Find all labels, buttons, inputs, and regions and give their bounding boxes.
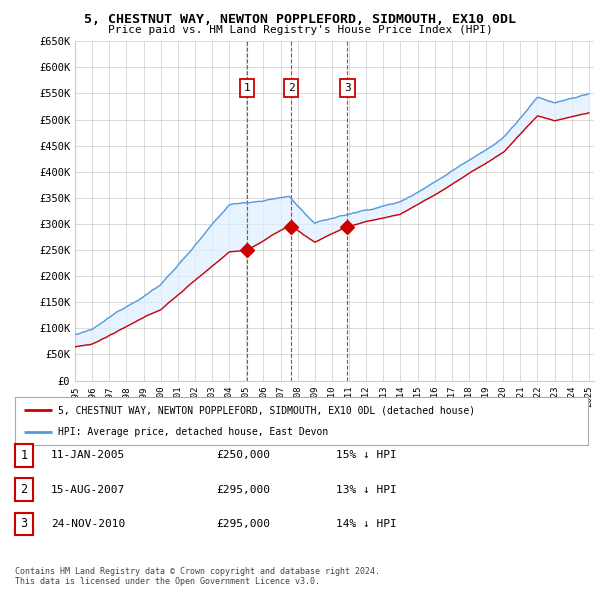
Text: 15-AUG-2007: 15-AUG-2007 [51,485,125,494]
Text: 3: 3 [20,517,28,530]
Text: 13% ↓ HPI: 13% ↓ HPI [336,485,397,494]
Text: 5, CHESTNUT WAY, NEWTON POPPLEFORD, SIDMOUTH, EX10 0DL (detached house): 5, CHESTNUT WAY, NEWTON POPPLEFORD, SIDM… [58,405,475,415]
Text: HPI: Average price, detached house, East Devon: HPI: Average price, detached house, East… [58,427,328,437]
Text: 11-JAN-2005: 11-JAN-2005 [51,451,125,460]
Text: Price paid vs. HM Land Registry's House Price Index (HPI): Price paid vs. HM Land Registry's House … [107,25,493,35]
Text: 1: 1 [244,83,250,93]
Text: 1: 1 [20,449,28,462]
Text: £295,000: £295,000 [216,485,270,494]
Text: 3: 3 [344,83,351,93]
Text: 2: 2 [20,483,28,496]
Text: 15% ↓ HPI: 15% ↓ HPI [336,451,397,460]
Text: 2: 2 [288,83,295,93]
Text: 5, CHESTNUT WAY, NEWTON POPPLEFORD, SIDMOUTH, EX10 0DL: 5, CHESTNUT WAY, NEWTON POPPLEFORD, SIDM… [84,13,516,26]
Text: £295,000: £295,000 [216,519,270,529]
Text: Contains HM Land Registry data © Crown copyright and database right 2024.: Contains HM Land Registry data © Crown c… [15,567,380,576]
Text: 24-NOV-2010: 24-NOV-2010 [51,519,125,529]
Text: £250,000: £250,000 [216,451,270,460]
Text: 14% ↓ HPI: 14% ↓ HPI [336,519,397,529]
Text: This data is licensed under the Open Government Licence v3.0.: This data is licensed under the Open Gov… [15,577,320,586]
